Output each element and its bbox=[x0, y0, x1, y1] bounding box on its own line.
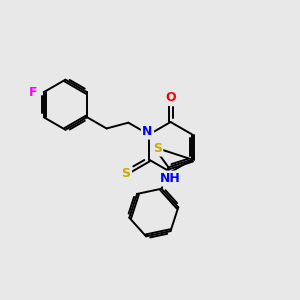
Text: N: N bbox=[142, 125, 153, 138]
Text: F: F bbox=[29, 86, 38, 99]
Text: NH: NH bbox=[160, 172, 181, 185]
Text: S: S bbox=[122, 167, 130, 180]
Text: S: S bbox=[153, 142, 162, 155]
Text: O: O bbox=[165, 92, 176, 104]
